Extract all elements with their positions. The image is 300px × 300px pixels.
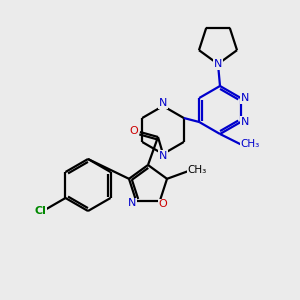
Text: N: N xyxy=(241,117,249,127)
Text: O: O xyxy=(130,126,138,136)
Text: CH₃: CH₃ xyxy=(240,139,260,149)
Text: N: N xyxy=(128,198,136,208)
Text: CH₃: CH₃ xyxy=(187,165,206,175)
Text: N: N xyxy=(159,151,167,161)
Text: N: N xyxy=(159,98,167,108)
Text: N: N xyxy=(214,59,222,69)
Text: Cl: Cl xyxy=(34,206,46,216)
Text: O: O xyxy=(158,199,167,209)
Text: N: N xyxy=(241,93,249,103)
